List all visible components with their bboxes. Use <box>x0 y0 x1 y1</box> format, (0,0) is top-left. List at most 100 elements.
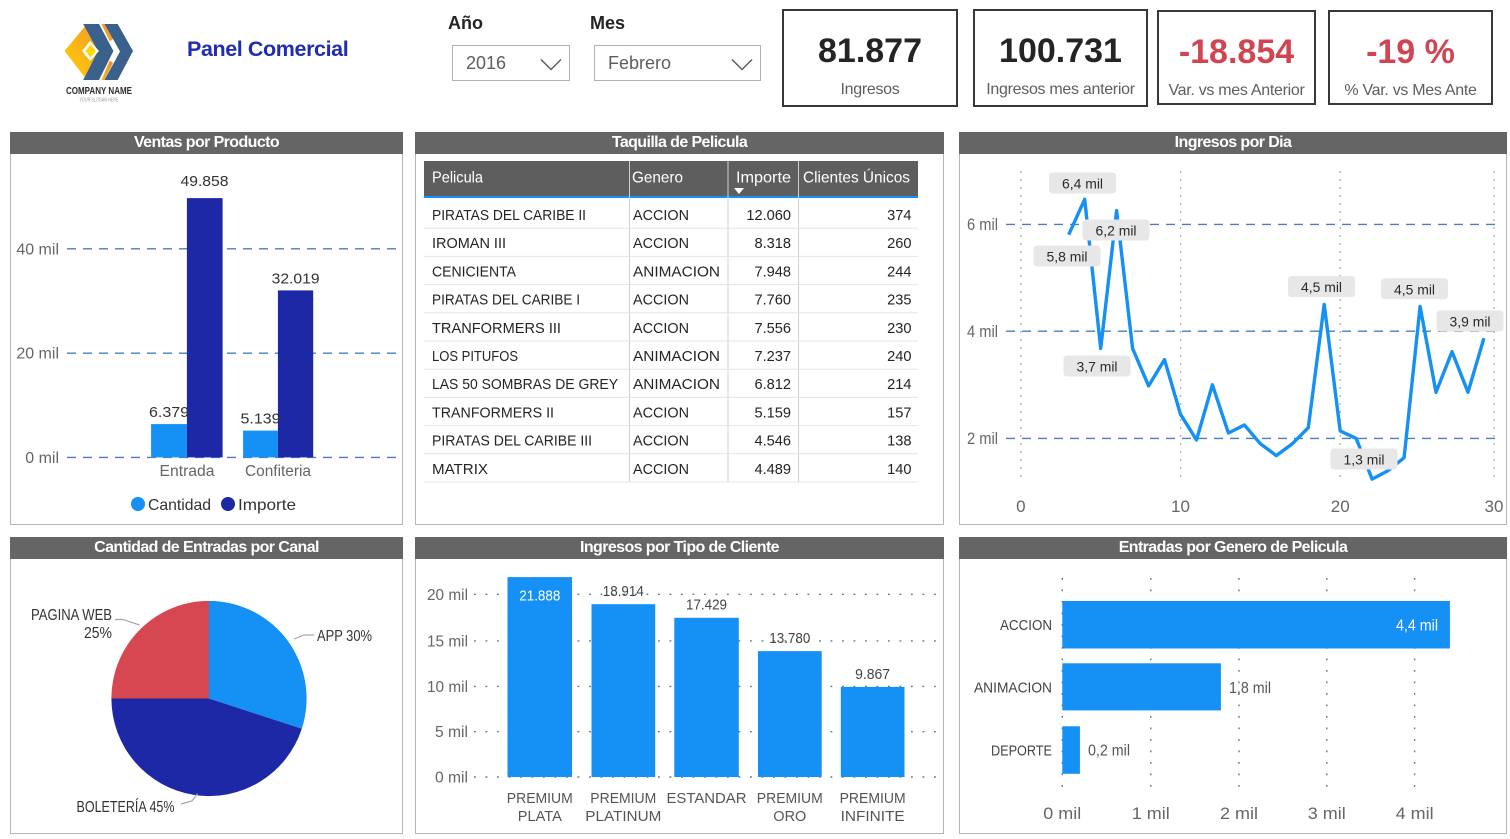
svg-text:7.760: 7.760 <box>754 293 791 309</box>
svg-text:6.379: 6.379 <box>149 404 189 421</box>
svg-text:ESTANDAR: ESTANDAR <box>667 790 747 807</box>
svg-text:21.888: 21.888 <box>519 588 560 605</box>
svg-text:10: 10 <box>1171 497 1190 516</box>
svg-text:IROMAN III: IROMAN III <box>432 236 506 252</box>
svg-text:PLATINUM: PLATINUM <box>585 808 661 825</box>
svg-text:13.780: 13.780 <box>769 630 810 647</box>
svg-text:TRANFORMERS II: TRANFORMERS II <box>432 405 554 421</box>
svg-text:4.546: 4.546 <box>754 434 791 450</box>
svg-text:3,9 mil: 3,9 mil <box>1450 314 1491 330</box>
svg-text:ACCION: ACCION <box>633 462 689 478</box>
svg-text:7.948: 7.948 <box>754 264 791 280</box>
svg-text:235: 235 <box>887 293 911 309</box>
svg-text:ORO: ORO <box>773 808 806 825</box>
svg-text:ACCION: ACCION <box>633 236 689 252</box>
svg-text:17.429: 17.429 <box>686 597 727 614</box>
svg-text:20 mil: 20 mil <box>427 587 468 604</box>
svg-text:8.318: 8.318 <box>754 236 791 252</box>
svg-text:Importe: Importe <box>736 170 791 187</box>
svg-text:CENICIENTA: CENICIENTA <box>432 264 516 280</box>
svg-text:6,2 mil: 6,2 mil <box>1096 223 1137 239</box>
svg-text:244: 244 <box>887 264 911 280</box>
svg-text:1,3 mil: 1,3 mil <box>1344 452 1385 468</box>
svg-text:PIRATAS DEL CARIBE III: PIRATAS DEL CARIBE III <box>432 434 592 450</box>
svg-text:Importe: Importe <box>238 497 296 514</box>
svg-text:DEPORTE: DEPORTE <box>991 743 1052 760</box>
svg-text:7.556: 7.556 <box>754 321 791 337</box>
svg-text:0 mil: 0 mil <box>25 450 59 467</box>
svg-text:LOS PITUFOS: LOS PITUFOS <box>432 349 518 365</box>
svg-text:4,5 mil: 4,5 mil <box>1394 281 1435 297</box>
svg-text:ACCION: ACCION <box>1000 617 1052 634</box>
svg-text:Entrada: Entrada <box>160 463 215 480</box>
svg-text:ACCION: ACCION <box>633 208 689 224</box>
svg-text:1 mil: 1 mil <box>1132 805 1170 823</box>
svg-text:ACCION: ACCION <box>633 321 689 337</box>
svg-text:INFINITE: INFINITE <box>841 808 905 825</box>
svg-text:ANIMACION: ANIMACION <box>974 680 1052 697</box>
svg-text:TRANFORMERS III: TRANFORMERS III <box>432 321 561 337</box>
svg-text:PIRATAS DEL CARIBE I: PIRATAS DEL CARIBE I <box>432 293 580 309</box>
svg-text:MATRIX: MATRIX <box>432 462 488 478</box>
svg-text:140: 140 <box>887 462 911 478</box>
svg-text:260: 260 <box>887 236 911 252</box>
svg-text:5.159: 5.159 <box>754 405 791 421</box>
svg-text:Cantidad: Cantidad <box>148 497 211 514</box>
svg-text:15 mil: 15 mil <box>427 633 468 650</box>
svg-text:COMPANY NAME: COMPANY NAME <box>66 85 132 97</box>
svg-text:ACCION: ACCION <box>633 434 689 450</box>
svg-text:157: 157 <box>887 405 911 421</box>
svg-text:0: 0 <box>1016 497 1025 516</box>
svg-text:Pelicula: Pelicula <box>432 170 483 187</box>
svg-text:PREMIUM: PREMIUM <box>840 790 906 807</box>
svg-text:LAS 50 SOMBRAS DE GREY: LAS 50 SOMBRAS DE GREY <box>432 377 618 393</box>
svg-text:4,5 mil: 4,5 mil <box>1301 279 1342 295</box>
svg-text:PIRATAS DEL CARIBE II: PIRATAS DEL CARIBE II <box>432 208 586 224</box>
svg-text:230: 230 <box>887 321 911 337</box>
svg-text:ACCION: ACCION <box>633 405 689 421</box>
svg-text:PLATA: PLATA <box>518 808 562 825</box>
svg-text:3,7 mil: 3,7 mil <box>1077 359 1118 375</box>
svg-text:YOUR SLOGAN HERE: YOUR SLOGAN HERE <box>80 98 119 104</box>
svg-text:5 mil: 5 mil <box>435 724 468 741</box>
svg-text:0 mil: 0 mil <box>1043 805 1081 823</box>
svg-text:Confiteria: Confiteria <box>245 463 311 480</box>
svg-text:0,2 mil: 0,2 mil <box>1088 743 1130 760</box>
svg-text:3 mil: 3 mil <box>1308 805 1346 823</box>
svg-text:6.812: 6.812 <box>754 377 791 393</box>
svg-text:PREMIUM: PREMIUM <box>590 790 656 807</box>
svg-text:2 mil: 2 mil <box>1220 805 1258 823</box>
svg-text:ANIMACION: ANIMACION <box>633 377 720 393</box>
svg-text:7.237: 7.237 <box>754 349 791 365</box>
svg-text:4 mil: 4 mil <box>967 322 998 341</box>
svg-text:20: 20 <box>1331 497 1350 516</box>
svg-text:5,8 mil: 5,8 mil <box>1047 249 1088 265</box>
svg-text:PAGINA WEB: PAGINA WEB <box>31 607 112 624</box>
svg-text:Genero: Genero <box>632 170 683 187</box>
svg-text:374: 374 <box>887 208 911 224</box>
svg-text:214: 214 <box>887 377 911 393</box>
svg-text:18.914: 18.914 <box>603 583 644 600</box>
svg-text:49.858: 49.858 <box>181 173 229 190</box>
svg-text:6 mil: 6 mil <box>967 215 998 234</box>
svg-text:4 mil: 4 mil <box>1396 805 1434 823</box>
svg-text:PREMIUM: PREMIUM <box>757 790 823 807</box>
svg-text:138: 138 <box>887 434 911 450</box>
svg-text:32.019: 32.019 <box>272 271 320 288</box>
svg-text:40 mil: 40 mil <box>16 241 59 258</box>
svg-text:PREMIUM: PREMIUM <box>507 790 573 807</box>
svg-text:6,4 mil: 6,4 mil <box>1062 176 1103 192</box>
svg-text:30: 30 <box>1485 497 1504 516</box>
svg-text:2 mil: 2 mil <box>967 429 998 448</box>
svg-text:ANIMACION: ANIMACION <box>633 264 720 280</box>
svg-text:5.139: 5.139 <box>241 411 281 428</box>
svg-text:10 mil: 10 mil <box>427 679 468 696</box>
svg-text:20 mil: 20 mil <box>16 346 59 363</box>
svg-text:4.489: 4.489 <box>754 462 791 478</box>
svg-text:ACCION: ACCION <box>633 293 689 309</box>
svg-text:0 mil: 0 mil <box>435 770 468 787</box>
svg-text:4,4 mil: 4,4 mil <box>1396 618 1438 635</box>
svg-text:ANIMACION: ANIMACION <box>633 349 720 365</box>
svg-text:25%: 25% <box>84 625 112 642</box>
svg-text:1,8 mil: 1,8 mil <box>1229 680 1271 697</box>
